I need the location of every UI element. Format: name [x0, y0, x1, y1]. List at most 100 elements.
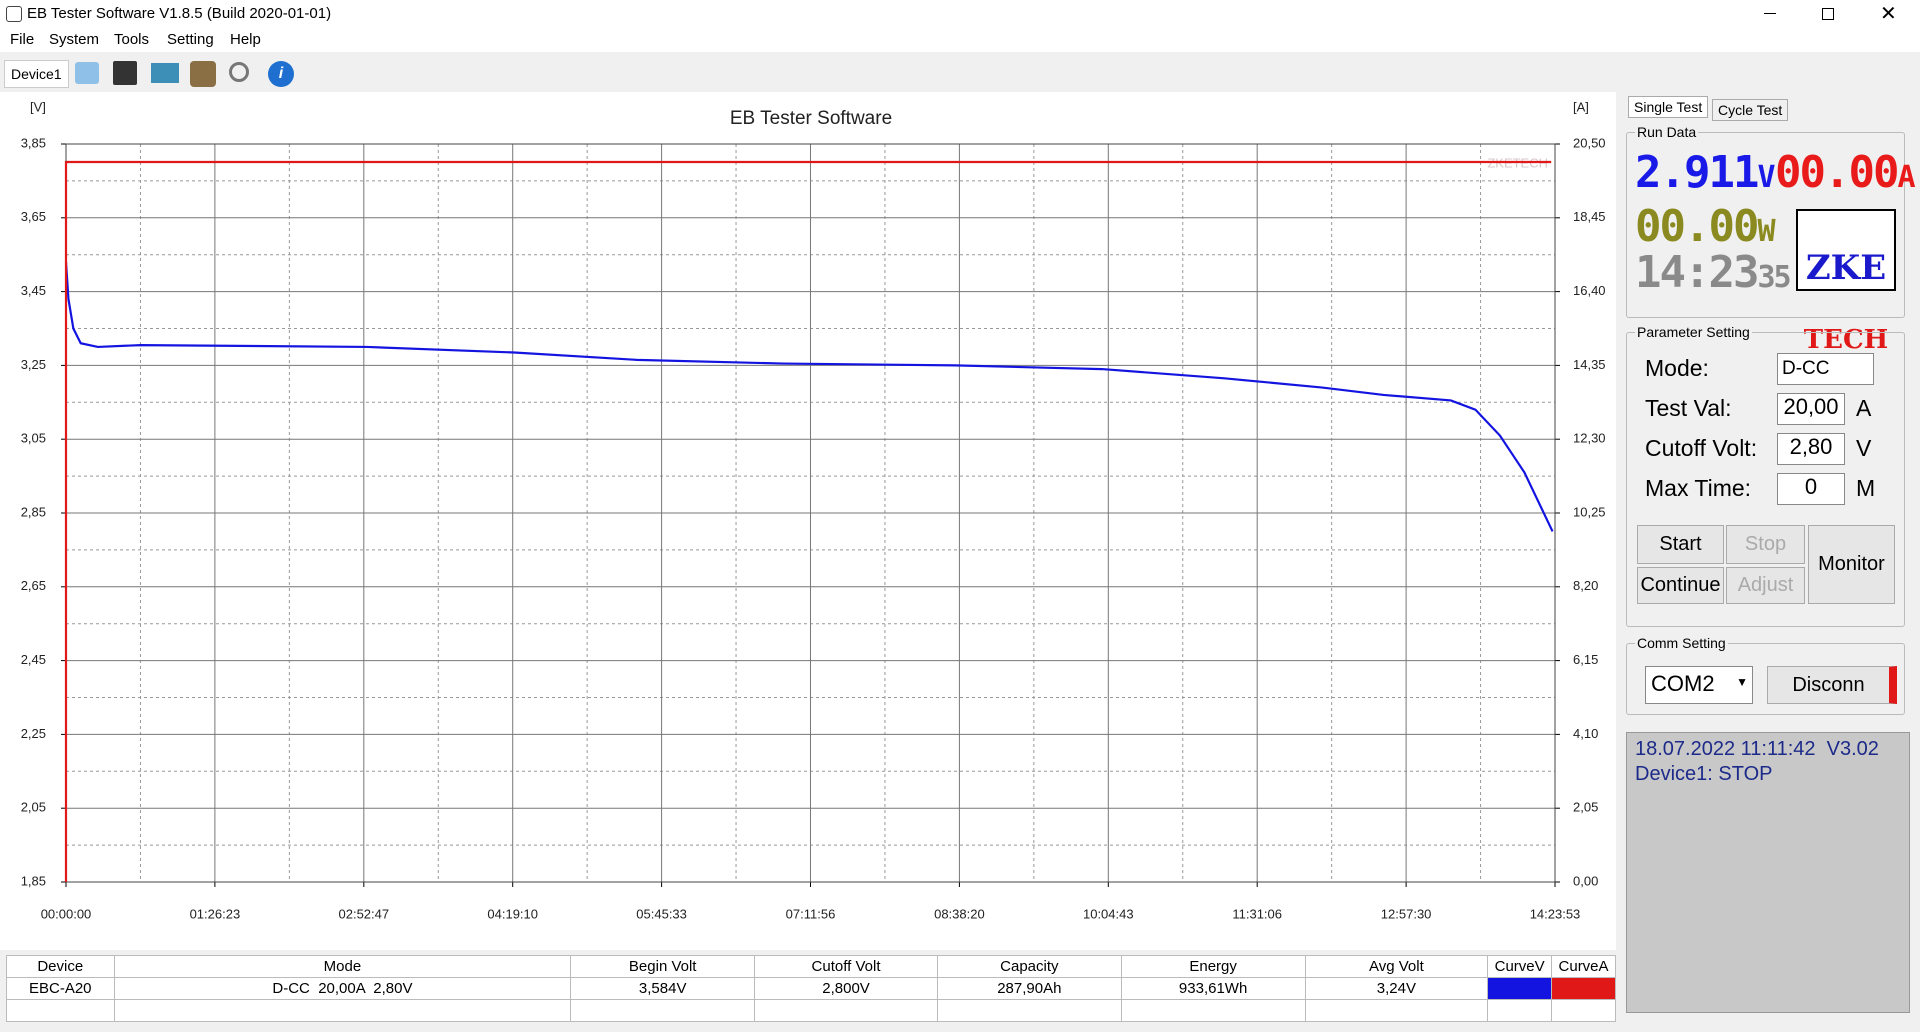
header-cell: Mode: [113, 955, 572, 978]
param-input[interactable]: 2,80: [1777, 433, 1845, 465]
minimize-button[interactable]: [1764, 13, 1776, 14]
cell: [1304, 999, 1489, 1022]
header-cell: CurveA: [1551, 955, 1616, 978]
y-axis-label: [V]: [30, 99, 46, 114]
cell: [1487, 999, 1553, 1022]
cell: [570, 999, 756, 1022]
x-tick-label: 11:31:06: [1232, 906, 1282, 921]
volt-unit: V: [1757, 160, 1775, 195]
curve-swatch: [1487, 977, 1553, 1000]
time-seconds: 35: [1757, 260, 1791, 295]
restore-button[interactable]: [1822, 8, 1834, 20]
group-title: Parameter Setting: [1635, 324, 1752, 340]
device-tab[interactable]: Device1: [4, 60, 69, 88]
disconnect-button[interactable]: Disconn: [1767, 666, 1897, 704]
menu-item[interactable]: File: [10, 31, 35, 48]
header-cell: Avg Volt: [1304, 955, 1489, 978]
y-tick-label: 3,25: [21, 357, 46, 372]
action-button[interactable]: Monitor: [1808, 525, 1895, 604]
param-unit: M: [1856, 475, 1876, 501]
cell: [1120, 999, 1306, 1022]
y2-tick-label: 6,15: [1573, 652, 1598, 667]
app-icon: [6, 6, 22, 22]
tab-strip: Single Test Cycle Test: [1626, 96, 1916, 121]
x-tick-label: 04:19:10: [487, 906, 538, 921]
results-table: Device Mode Begin Volt Cutoff Volt Capacity E…: [6, 955, 1616, 1022]
mode-dropdown[interactable]: D-CC: [1777, 353, 1874, 385]
volt-value: 2.911: [1635, 147, 1759, 198]
param-input[interactable]: 0: [1777, 473, 1845, 505]
window-title: EB Tester Software V1.8.5 (Build 2020-01…: [27, 5, 332, 22]
y2-tick-label: 18,45: [1573, 209, 1606, 224]
group-title: Run Data: [1635, 124, 1699, 140]
y-tick-label: 2,45: [21, 652, 46, 667]
y-tick-label: 2,25: [21, 726, 46, 741]
tools-icon[interactable]: [190, 61, 216, 87]
tab[interactable]: Cycle Test: [1712, 99, 1789, 121]
y2-tick-label: 2,05: [1573, 800, 1598, 815]
action-button[interactable]: Adjust: [1726, 567, 1805, 604]
y2-tick-label: 4,10: [1573, 726, 1598, 741]
y2-tick-label: 14,35: [1573, 357, 1606, 372]
group-title: Comm Setting: [1635, 635, 1728, 651]
cell: 287,90Ah: [936, 977, 1122, 1000]
status-box: 18.07.2022 11:11:42 V3.02 Device1: STOP: [1626, 732, 1910, 1013]
header-cell: Capacity: [936, 955, 1122, 978]
menu-item[interactable]: System: [49, 31, 100, 48]
y2-tick-label: 16,40: [1573, 283, 1606, 298]
param-unit: V: [1856, 435, 1872, 461]
menu-item[interactable]: Help: [230, 31, 261, 48]
y2-tick-label: 8,20: [1573, 578, 1598, 593]
close-button[interactable]: ✕: [1880, 3, 1897, 25]
action-button[interactable]: Stop: [1726, 525, 1805, 564]
logo-bottom: TECH: [1803, 325, 1889, 355]
amp-display: 00.00A: [1775, 147, 1916, 198]
action-button[interactable]: Continue: [1637, 567, 1724, 604]
x-tick-label: 07:11:56: [786, 906, 836, 921]
logo-top: ZKE: [1805, 248, 1887, 288]
chart-title: EB Tester Software: [730, 108, 892, 129]
action-button[interactable]: Start: [1637, 525, 1724, 564]
cell: 2,800V: [754, 977, 938, 1000]
search-icon[interactable]: [229, 62, 249, 82]
param-input[interactable]: 20,00: [1777, 393, 1845, 425]
header-cell: Cutoff Volt: [754, 955, 938, 978]
y2-tick-label: 10,25: [1573, 504, 1606, 519]
x-tick-label: 00:00:00: [41, 906, 92, 921]
watt-display: 00.00W: [1635, 201, 1776, 252]
toolbar: Device1 i: [0, 56, 1920, 92]
y-tick-label: 2,85: [21, 504, 46, 519]
port-value: COM2: [1651, 671, 1715, 696]
series-line: [64, 160, 1552, 882]
header-cell: Device: [6, 955, 115, 978]
logo: ZKE TECH: [1796, 209, 1896, 355]
y-tick-label: 3,05: [21, 431, 46, 446]
cell: 933,61Wh: [1120, 977, 1306, 1000]
tab[interactable]: Single Test: [1628, 96, 1709, 118]
chart-background: [0, 92, 1616, 950]
x-tick-label: 08:38:20: [934, 906, 985, 921]
cell: D-CC 20,00A 2,80V: [113, 977, 572, 1000]
image-icon[interactable]: [151, 63, 179, 83]
header-cell: CurveV: [1487, 955, 1553, 978]
param-label: Test Val:: [1645, 395, 1732, 421]
menu-item[interactable]: Setting: [167, 31, 214, 48]
save-icon[interactable]: [113, 61, 137, 85]
amp-unit: A: [1897, 160, 1915, 195]
series-line: [64, 262, 1554, 532]
open-icon[interactable]: [75, 62, 99, 84]
port-dropdown[interactable]: COM2 ▼: [1645, 666, 1753, 704]
time-display: 14:2335: [1635, 247, 1792, 298]
cell: [113, 999, 572, 1022]
info-icon[interactable]: i: [268, 61, 294, 87]
cell: [1551, 999, 1616, 1022]
cell: [936, 999, 1122, 1022]
cell: [754, 999, 938, 1022]
amp-value: 00.00: [1775, 147, 1899, 198]
watt-value: 00.00: [1635, 201, 1759, 252]
menu-item[interactable]: Tools: [114, 31, 150, 48]
title-bar: EB Tester Software V1.8.5 (Build 2020-01…: [0, 0, 1920, 28]
x-tick-label: 12:57:30: [1381, 906, 1432, 921]
header-cell: Begin Volt: [570, 955, 756, 978]
